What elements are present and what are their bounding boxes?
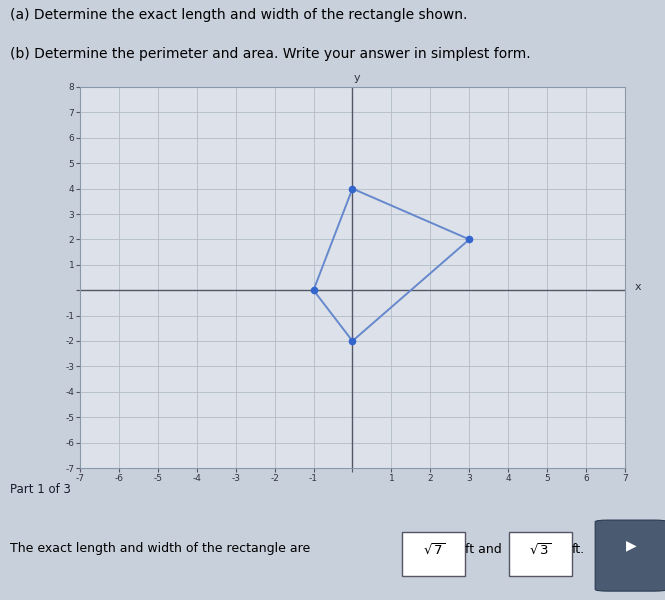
Text: The exact length and width of the rectangle are: The exact length and width of the rectan… [10, 542, 311, 555]
Text: ft and: ft and [465, 544, 502, 556]
Text: ft.: ft. [572, 544, 585, 556]
Text: y: y [354, 73, 360, 83]
Text: x: x [635, 282, 642, 292]
FancyBboxPatch shape [402, 532, 466, 576]
Text: ▶: ▶ [626, 538, 636, 552]
Text: $\sqrt{3}$: $\sqrt{3}$ [529, 542, 551, 557]
Text: (b) Determine the perimeter and area. Write your answer in simplest form.: (b) Determine the perimeter and area. Wr… [10, 47, 531, 61]
Text: Part 1 of 3: Part 1 of 3 [10, 484, 71, 496]
FancyBboxPatch shape [595, 520, 665, 591]
Text: (a) Determine the exact length and width of the rectangle shown.: (a) Determine the exact length and width… [10, 8, 467, 22]
FancyBboxPatch shape [509, 532, 572, 576]
Text: $\sqrt{7}$: $\sqrt{7}$ [423, 542, 445, 557]
